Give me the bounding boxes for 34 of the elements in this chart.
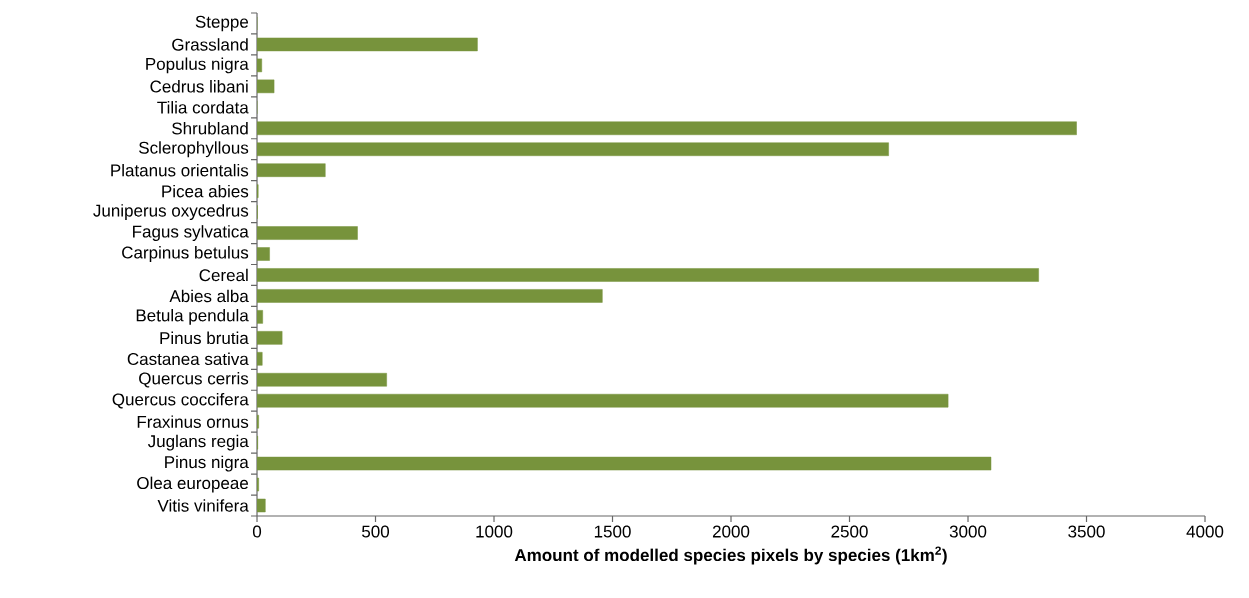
- x-tick-label: 2000: [712, 525, 750, 538]
- y-tick-label: Pinus nigra: [165, 455, 249, 472]
- x-tick-label: 1500: [594, 525, 631, 538]
- x-tick-label: 3500: [1068, 525, 1105, 538]
- y-tick-label: Shrubland: [172, 122, 248, 135]
- y-tick-label: Platanus orientalis: [111, 163, 249, 177]
- y-tick-label: Fraxinus ornus: [137, 415, 249, 428]
- y-tick-label: Pinus brutia: [160, 331, 249, 345]
- y-tick-label: Cereal: [199, 268, 248, 282]
- y-tick-label: Carpinus betulus: [122, 246, 249, 262]
- x-tick-label: 1000: [476, 525, 513, 538]
- y-tick-label: Steppe: [195, 15, 249, 32]
- y-tick-label: Quercus coccifera: [112, 392, 249, 409]
- y-tick-label: Castanea sativa: [127, 352, 249, 366]
- y-tick-label: Cedrus libani: [150, 80, 248, 93]
- y-tick-label: Betula pendula: [136, 308, 249, 325]
- x-tick-label: 0: [252, 525, 262, 538]
- y-tick-label: Olea europeae: [137, 476, 249, 493]
- y-tick-label: Sclerophyllous: [139, 141, 249, 158]
- y-tick-label: Grassland: [172, 38, 248, 51]
- y-tick-label: Fagus sylvatica: [133, 225, 249, 241]
- y-tick-label: Quercus cerris: [139, 372, 249, 388]
- x-tick-label: 2500: [831, 525, 868, 538]
- x-tick-label: 500: [362, 525, 390, 538]
- x-tick-label: 3000: [949, 525, 987, 538]
- y-tick-label: Juniperus oxycedrus: [93, 204, 249, 221]
- y-tick-label: Vitis vinifera: [157, 499, 249, 512]
- y-tick-label: Picea abies: [162, 184, 249, 198]
- x-tick-label: 4000: [1186, 525, 1224, 538]
- y-tick-label: Abies alba: [169, 289, 249, 303]
- y-tick-label: Populus nigra: [146, 57, 249, 74]
- y-tick-label: Tilia cordata: [157, 101, 249, 114]
- x-axis-title: Amount of modelled species pixels by species (1km$^{2}$): [514, 546, 947, 565]
- y-tick-label: Juglans regia: [147, 434, 249, 451]
